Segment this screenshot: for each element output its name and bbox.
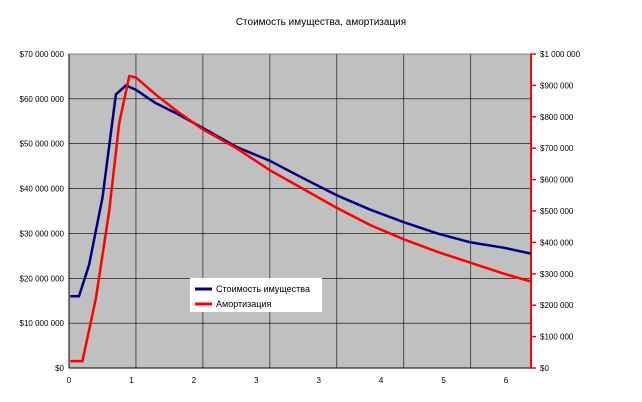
y-left-tick-label: $40 000 000 xyxy=(20,185,65,194)
y-left-tick-label: $20 000 000 xyxy=(20,274,65,283)
y-right-tick-label: $100 000 xyxy=(540,333,574,342)
y-left-tick-label: $60 000 000 xyxy=(20,95,65,104)
x-tick-label: 4 xyxy=(379,376,384,385)
y-left-tick-label: $10 000 000 xyxy=(20,319,65,328)
legend-box xyxy=(190,278,322,312)
y-right-tick-label: $400 000 xyxy=(540,238,574,247)
chart-title: Стоимость имущества, амортизация xyxy=(236,17,406,28)
y-right-tick-label: $500 000 xyxy=(540,207,574,216)
y-right-tick-label: $1 000 000 xyxy=(540,50,581,59)
legend-label-0: Стоимость имущества xyxy=(216,284,310,294)
x-tick-label: 6 xyxy=(504,376,509,385)
x-tick-label: 0 xyxy=(67,376,72,385)
x-tick-label: 2 xyxy=(192,376,197,385)
plot-area xyxy=(69,54,531,368)
y-right-tick-label: $600 000 xyxy=(540,176,574,185)
y-right-tick-label: $700 000 xyxy=(540,144,574,153)
y-right-tick-label: $200 000 xyxy=(540,301,574,310)
y-left-tick-label: $30 000 000 xyxy=(20,229,65,238)
x-tick-label: 1 xyxy=(129,376,134,385)
x-tick-label: 3 xyxy=(317,376,322,385)
x-tick-label: 5 xyxy=(441,376,446,385)
legend: Стоимость имущества Амортизация xyxy=(190,278,322,312)
axes: $0 $10 000 000 $20 000 000 $30 000 000 $40 0… xyxy=(20,50,581,385)
y-right-tick-label: $0 xyxy=(540,364,549,373)
x-tick-label: 3 xyxy=(254,376,259,385)
series-line-1 xyxy=(70,74,532,363)
legend-label-1: Амортизация xyxy=(216,299,271,309)
y-right-tick-label: $300 000 xyxy=(540,270,574,279)
y-right-tick-label: $900 000 xyxy=(540,81,574,90)
y-right-tick-label: $800 000 xyxy=(540,113,574,122)
y-left-tick-label: $0 xyxy=(55,364,64,373)
series-lines xyxy=(70,74,532,363)
y-left-tick-label: $70 000 000 xyxy=(20,50,65,59)
y-left-tick-label: $50 000 000 xyxy=(20,140,65,149)
